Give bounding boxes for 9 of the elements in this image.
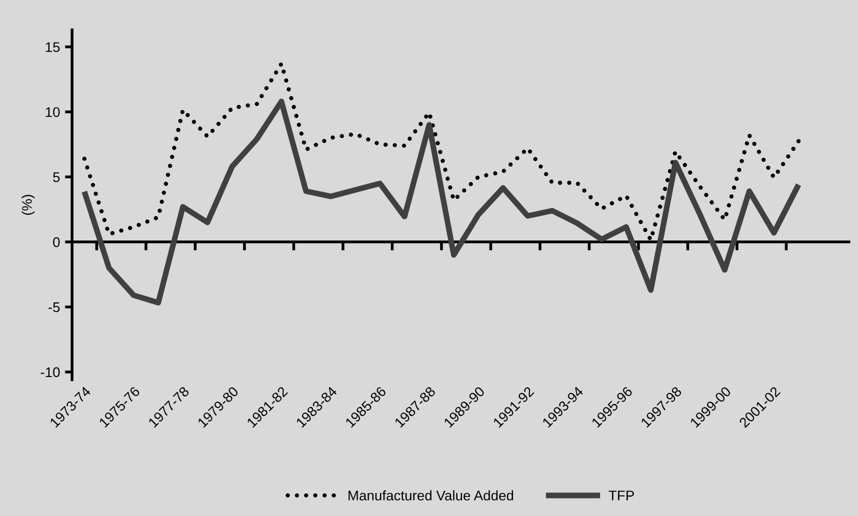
y-tick-label: 5	[53, 172, 60, 182]
y-tick-label: 0	[53, 237, 60, 248]
y-tick-label: -10	[40, 367, 60, 378]
legend-label: Manufactured Value Added	[348, 490, 514, 500]
y-tick-label: -5	[48, 302, 60, 312]
y-axis-title: (%)	[22, 194, 35, 215]
legend-label: TFP	[608, 490, 634, 500]
y-tick-label: 15	[46, 42, 60, 52]
y-tick-label: 10	[46, 107, 60, 118]
